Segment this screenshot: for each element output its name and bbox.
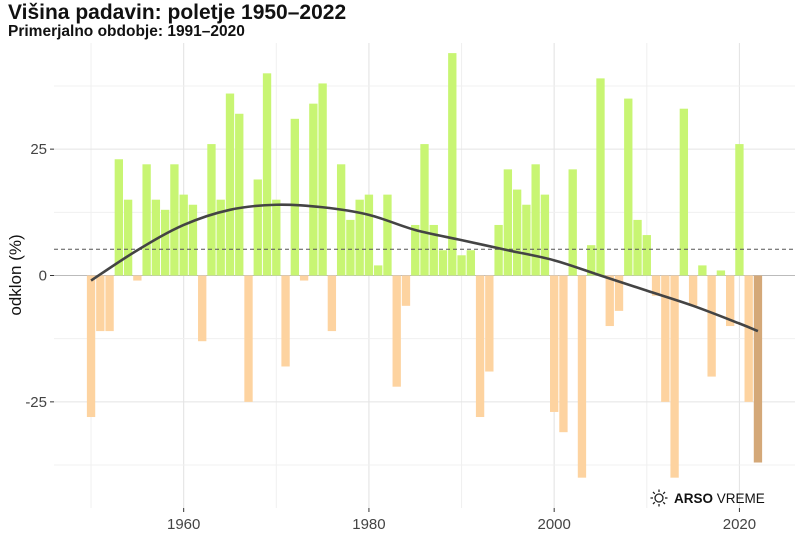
bar-1959 (170, 164, 179, 276)
bar-1993 (485, 275, 494, 372)
bar-1965 (225, 93, 235, 276)
bar-1978 (346, 219, 355, 276)
bar-2005 (596, 78, 605, 276)
arso-sun-icon (650, 489, 668, 507)
bar-1957 (151, 199, 161, 276)
bar-1990 (457, 255, 466, 276)
bar-2021 (744, 275, 753, 402)
bar-1972 (290, 118, 299, 276)
bar-1951 (96, 275, 105, 332)
bar-1973 (299, 275, 309, 281)
bar-1964 (216, 199, 225, 276)
bar-2014 (679, 108, 689, 276)
bar-1976 (327, 275, 337, 332)
bar-2013 (670, 275, 679, 478)
bar-1950 (86, 275, 96, 418)
bar-1986 (420, 144, 429, 276)
chart-title: Višina padavin: poletje 1950–2022 (8, 1, 347, 24)
bar-1970 (272, 199, 281, 276)
bar-1988 (438, 250, 448, 276)
bar-1968 (253, 179, 262, 276)
bar-1974 (309, 103, 318, 276)
bar-2022 (753, 275, 763, 463)
x-tick-label: 1980 (352, 516, 385, 533)
bar-2009 (633, 219, 642, 276)
bar-2017 (707, 275, 716, 377)
branding-name: ARSO (674, 490, 714, 506)
bar-2016 (698, 265, 707, 276)
bar-1956 (142, 164, 151, 276)
bar-1983 (392, 275, 401, 387)
bar-1995 (503, 169, 513, 276)
bar-2006 (605, 275, 614, 327)
x-tick-label: 2000 (537, 516, 570, 533)
bar-1980 (364, 194, 374, 276)
y-tick-label: 25 (30, 141, 47, 158)
bar-2012 (661, 275, 670, 402)
bar-1991 (466, 250, 475, 276)
bar-2001 (559, 275, 568, 433)
bar-1994 (494, 224, 503, 276)
bars (86, 53, 763, 478)
bar-2008 (624, 98, 633, 276)
bar-2000 (550, 275, 559, 412)
bar-2018 (716, 270, 726, 276)
bar-2020 (735, 144, 744, 276)
bar-1952 (105, 275, 114, 332)
trend-curve (90, 203, 759, 333)
bar-2019 (725, 275, 735, 327)
branding-logo: ARSO VREME (650, 489, 765, 507)
bar-1997 (522, 204, 531, 276)
y-tick-label: 0 (39, 268, 47, 285)
bar-1969 (262, 73, 272, 276)
axes: -25 0 25 1960 1980 2000 2020 (25, 141, 756, 533)
chart-subtitle: Primerjalno obdobje: 1991–2020 (8, 23, 245, 40)
bar-1958 (160, 209, 170, 276)
bar-1962 (198, 275, 207, 342)
bar-1985 (411, 224, 420, 276)
bar-1975 (318, 83, 327, 276)
bar-1963 (207, 144, 216, 276)
bar-1967 (244, 275, 253, 402)
bar-1977 (336, 164, 346, 276)
bar-1981 (374, 265, 383, 276)
bar-1955 (133, 275, 142, 281)
bar-1999 (540, 194, 550, 276)
y-tick-label: -25 (25, 394, 47, 411)
bar-2002 (568, 169, 577, 276)
bar-2010 (642, 235, 651, 276)
bar-1979 (355, 199, 364, 276)
trend-line (90, 203, 759, 333)
bar-1953 (114, 159, 124, 276)
bar-1987 (429, 224, 438, 276)
bar-2007 (614, 275, 624, 311)
bar-1989 (448, 53, 457, 276)
bar-2003 (577, 275, 587, 478)
bar-2004 (587, 245, 596, 276)
bar-1992 (475, 275, 485, 418)
x-tick-label: 2020 (723, 516, 756, 533)
y-axis-label: odklon (%) (6, 234, 25, 315)
bar-2011 (651, 275, 661, 296)
bar-1960 (179, 194, 188, 276)
branding-suffix: VREME (716, 490, 765, 506)
bar-1982 (383, 194, 392, 276)
bar-2015 (688, 275, 698, 306)
bar-1996 (512, 189, 522, 276)
bar-1971 (281, 275, 290, 367)
bar-1961 (188, 204, 198, 276)
bar-1998 (531, 164, 540, 276)
bar-1984 (401, 275, 411, 306)
bar-1966 (235, 113, 244, 276)
bar-1954 (123, 199, 133, 276)
x-tick-label: 1960 (167, 516, 200, 533)
